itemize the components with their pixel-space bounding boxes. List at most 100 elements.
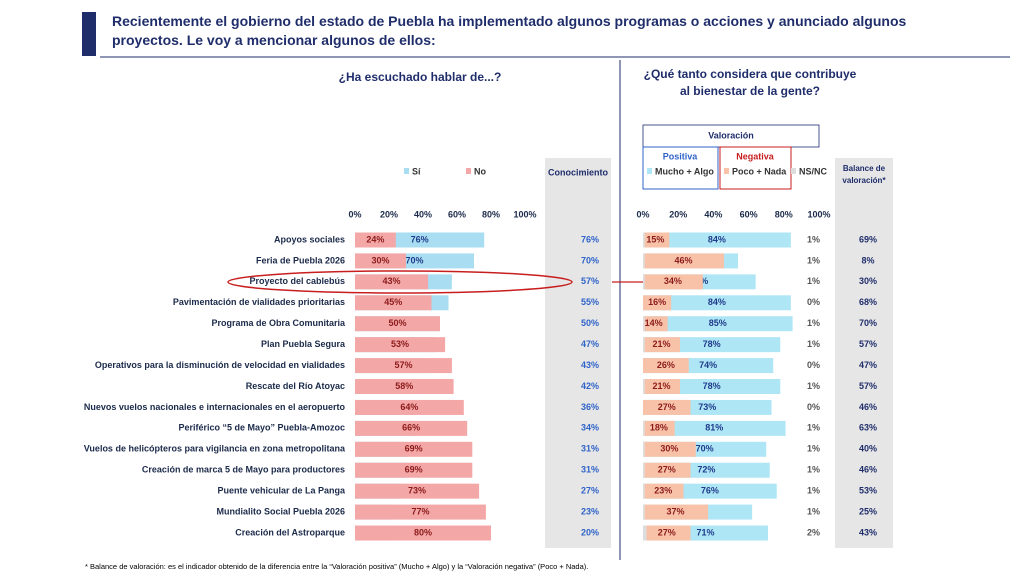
x-tick-label: 40% [704,209,722,219]
category-label: Creación del Astroparque [235,527,345,537]
bar [643,295,791,311]
knowledge-value: 23% [581,506,599,516]
bar [643,504,645,520]
legend-title: Valoración [708,130,754,140]
bar [355,379,454,395]
value-label: 84% [708,234,726,244]
value-label: 45% [384,297,402,307]
knowledge-value: 57% [581,276,599,286]
knowledge-value: 47% [581,339,599,349]
balance-column [835,158,893,548]
bar [643,504,709,520]
knowledge-value: 76% [581,234,599,244]
value-label: 85% [709,318,727,328]
value-label: 27% [658,527,676,537]
bar [643,441,696,457]
legend-group: Negativa [736,151,775,161]
knowledge-value: 55% [581,297,599,307]
balance-value: 40% [859,444,877,454]
x-tick-label: 80% [482,209,500,219]
value-label: 76% [701,486,719,496]
legend-label: Mucho + Algo [655,166,714,176]
value-label: 37% [667,506,685,516]
x-tick-label: 60% [448,209,466,219]
bar [643,337,645,353]
bar [643,462,645,478]
value-label: 18% [650,423,668,433]
knowledge-value: 34% [581,423,599,433]
value-label: 71% [696,527,714,537]
bar [643,420,675,436]
value-label: 57% [394,360,412,370]
category-label: Nuevos vuelos nacionales e internacional… [84,402,346,412]
knowledge-value: 50% [581,318,599,328]
bar [355,316,440,332]
footnote: * Balance de valoración: es el indicador… [85,562,589,571]
value-label: 27% [658,402,676,412]
value-label: 23% [654,486,672,496]
category-label: Feria de Puebla 2026 [256,255,345,265]
category-label: Apoyos sociales [274,234,345,244]
bar [355,232,396,248]
value-label: 0% [807,297,820,307]
value-label: 1% [807,318,820,328]
value-label: 1% [807,339,820,349]
value-label: 81% [705,423,723,433]
bar [355,295,432,311]
value-label: 0% [807,402,820,412]
x-tick-label: 40% [414,209,432,219]
legend-label: Poco + Nada [732,166,787,176]
bar [643,462,691,478]
value-label: 53% [391,339,409,349]
knowledge-value: 43% [581,360,599,370]
value-label: 78% [703,339,721,349]
bar [643,316,793,332]
x-tick-label: 0% [348,209,361,219]
bar [643,253,724,269]
negative-box [719,146,792,190]
value-label: 58% [395,381,413,391]
value-label: 1% [807,234,820,244]
bar [643,525,691,541]
balance-value: 63% [859,423,877,433]
bar [643,337,680,353]
bar [643,274,645,290]
bar [643,274,703,290]
value-label: 2% [807,527,820,537]
x-tick-label: 80% [775,209,793,219]
legend-label: No [474,166,486,176]
category-label: Creación de marca 5 de Mayo para product… [142,465,345,475]
bar [643,232,670,248]
x-tick-label: 100% [513,209,536,219]
value-label: 16% [648,297,666,307]
value-label: 77% [411,506,429,516]
value-label: 66% [402,423,420,433]
value-label: 1% [807,276,820,286]
bar [355,337,446,353]
value-label: 46% [674,255,692,265]
value-label: 24% [366,234,384,244]
bar [355,358,452,374]
knowledge-value: 31% [581,444,599,454]
balance-value: 57% [859,381,877,391]
title-bar [82,12,96,56]
legend-swatch [466,168,471,174]
category-label: Mundialito Social Puebla 2026 [216,506,345,516]
value-label: 70% [696,444,714,454]
bar [643,525,647,541]
value-label: 15% [646,234,664,244]
knowledge-value: 20% [581,527,599,537]
bar [643,379,680,395]
bar [643,316,645,332]
page-title: Recientemente el gobierno del estado de … [112,13,907,48]
bar [355,483,480,499]
category-label: Puente vehicular de La Panga [217,486,346,496]
balance-value: 43% [859,527,877,537]
x-tick-label: 60% [740,209,758,219]
bar [643,441,645,457]
legend-swatch [724,168,729,174]
bar [355,441,473,457]
bar [643,232,791,248]
category-label: Plan Puebla Segura [261,339,346,349]
value-label: 1% [807,423,820,433]
